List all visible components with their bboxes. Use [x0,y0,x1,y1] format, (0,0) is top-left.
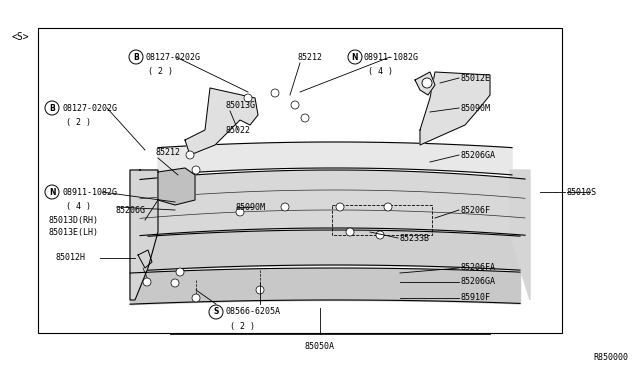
Text: B: B [133,52,139,61]
Text: 08127-0202G: 08127-0202G [62,103,117,112]
Circle shape [256,286,264,294]
Text: 85206G: 85206G [115,205,145,215]
Text: 85233B: 85233B [400,234,430,243]
Text: 85013D(RH): 85013D(RH) [48,215,98,224]
Text: 85013G: 85013G [225,100,255,109]
Text: 85206GA: 85206GA [461,278,496,286]
Text: 85212: 85212 [298,52,323,61]
Text: 85022: 85022 [225,125,250,135]
Text: S: S [213,308,219,317]
Text: ( 2 ): ( 2 ) [230,322,255,331]
Circle shape [346,228,354,236]
Circle shape [384,203,392,211]
Bar [332,205,432,235]
Text: ( 2 ): ( 2 ) [66,118,91,127]
Polygon shape [158,168,195,205]
Circle shape [244,94,252,102]
Circle shape [176,268,184,276]
Text: 85206FA: 85206FA [461,263,496,273]
Text: 85013E(LH): 85013E(LH) [48,228,98,237]
Text: 08911-1082G: 08911-1082G [62,187,117,196]
Circle shape [186,151,194,159]
Text: 85212: 85212 [155,148,180,157]
Text: 08127-0202G: 08127-0202G [145,52,200,61]
Circle shape [171,279,179,287]
Circle shape [348,50,362,64]
Polygon shape [510,170,530,300]
Text: ( 2 ): ( 2 ) [148,67,173,76]
Text: ( 4 ): ( 4 ) [368,67,393,76]
Bar [38,28,562,333]
Circle shape [281,203,289,211]
Text: 85206F: 85206F [461,205,491,215]
Text: 85090M: 85090M [461,103,491,112]
Circle shape [291,101,299,109]
Circle shape [192,294,200,302]
Polygon shape [415,72,435,95]
Text: N: N [352,52,358,61]
Circle shape [143,278,151,286]
Text: 08911-1082G: 08911-1082G [364,52,419,61]
Circle shape [129,50,143,64]
Text: 08566-6205A: 08566-6205A [225,308,280,317]
Polygon shape [130,170,158,300]
Circle shape [236,208,244,216]
Circle shape [336,203,344,211]
Text: <S>: <S> [12,32,29,42]
Text: R850000: R850000 [593,353,628,362]
Circle shape [45,185,59,199]
Text: B: B [49,103,55,112]
Circle shape [422,78,432,88]
Text: N: N [49,187,55,196]
Circle shape [45,101,59,115]
Text: ( 4 ): ( 4 ) [66,202,91,211]
Polygon shape [185,88,258,155]
Circle shape [376,231,384,239]
Circle shape [192,166,200,174]
Polygon shape [158,142,512,175]
Circle shape [271,89,279,97]
Text: 85050A: 85050A [305,342,335,351]
Text: 85010S: 85010S [567,187,597,196]
Circle shape [301,114,309,122]
Circle shape [209,305,223,319]
Text: 85090M: 85090M [235,202,265,212]
Text: 85910F: 85910F [461,294,491,302]
Text: 85206GA: 85206GA [461,151,496,160]
Polygon shape [420,72,490,145]
Text: 85012E: 85012E [461,74,491,83]
Text: 85012H: 85012H [55,253,85,263]
